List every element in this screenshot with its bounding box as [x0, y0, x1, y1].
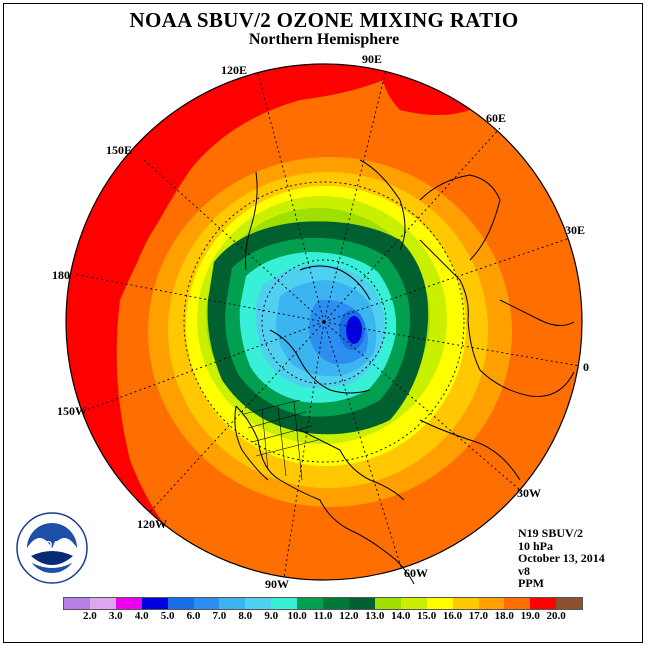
colorbar-swatch: [115, 598, 142, 609]
colorbar-tick-label: 13.0: [365, 610, 385, 622]
colorbar-swatch: [400, 598, 427, 609]
parallels: [183, 181, 465, 463]
lon-label-30e: 30E: [565, 223, 586, 237]
colorbar-swatch: [245, 598, 272, 609]
colorbar-tick-label: 6.0: [186, 610, 201, 622]
colorbar-swatch: [193, 598, 220, 609]
lon-label-60e: 60E: [486, 111, 507, 125]
units-label: PPM: [518, 576, 544, 590]
map-boundary: [65, 63, 583, 581]
colorbar-swatch: [219, 598, 246, 609]
colorbar-tick-label: 10.0: [287, 610, 307, 622]
lon-label-120e: 120E: [221, 63, 248, 77]
lon-label-30w: 30W: [517, 486, 541, 500]
colorbar-swatch: [89, 598, 116, 609]
colorbar-tick-label: 9.0: [264, 610, 279, 622]
colorbar: [63, 597, 583, 610]
colorbar-swatch: [271, 598, 298, 609]
colorbar-tick-label: 16.0: [442, 610, 463, 622]
field-band-19: [66, 64, 420, 580]
colorbar-tick-label: 20.0: [546, 610, 566, 622]
colorbar-swatch: [504, 598, 531, 609]
colorbar-tick-label: 5.0: [160, 610, 175, 622]
colorbar-tick-label: 11.0: [313, 610, 333, 622]
colorbar-tick-label: 17.0: [468, 610, 489, 622]
lon-label-60w: 60W: [404, 566, 428, 580]
colorbar-tick-label: 2.0: [83, 610, 97, 622]
colorbar-swatch: [530, 598, 557, 609]
lon-label-0: 0: [583, 360, 589, 374]
colorbar-swatch: [64, 598, 90, 609]
colorbar-tick-label: 12.0: [339, 610, 359, 622]
ozone-field: [66, 64, 582, 580]
colorbar-swatch: [141, 598, 168, 609]
colorbar-tick-label: 18.0: [494, 610, 514, 622]
colorbar-swatch: [426, 598, 453, 609]
colorbar-tick-label: 14.0: [391, 610, 411, 622]
colorbar-tick-label: 8.0: [238, 610, 253, 622]
colorbar-swatch: [556, 598, 583, 609]
colorbar-swatch: [452, 598, 479, 609]
lon-label-180: 180: [52, 268, 70, 282]
colorbar-tick-label: 4.0: [134, 610, 149, 622]
lon-label-90e: 90E: [362, 52, 383, 66]
map-frame: [3, 3, 643, 643]
field-band-19-east: [380, 70, 470, 115]
colorbar-tick-label: 15.0: [416, 610, 437, 622]
lon-label-150e: 150E: [106, 143, 133, 157]
page-title: NOAA SBUV/2 OZONE MIXING RATIO: [129, 8, 519, 32]
level-label: 10 hPa: [518, 538, 554, 553]
info-block: N19 SBUV/2 10 hPa October 13, 2014 v8 PP…: [518, 527, 605, 590]
lon-label-120w: 120W: [137, 517, 167, 531]
date-label: October 13, 2014: [518, 551, 605, 565]
colorbar-tick-label: 7.0: [212, 610, 227, 622]
field-band-5: [346, 316, 362, 344]
colorbar-tick-label: 3.0: [108, 610, 123, 622]
colorbar-swatch: [348, 598, 375, 609]
satellite-label: N19 SBUV/2: [518, 526, 584, 540]
colorbar-tick-label: 19.0: [520, 610, 540, 622]
meridians: [73, 69, 581, 579]
political-boundaries: [243, 399, 319, 481]
colorbar-swatch: [323, 598, 349, 609]
version-label: v8: [518, 563, 530, 578]
colorbar-swatch: [478, 598, 505, 609]
colorbar-swatch: [374, 598, 401, 609]
lon-label-90w: 90W: [265, 577, 289, 591]
page-subtitle: Northern Hemisphere: [248, 31, 400, 48]
lon-label-150w: 150W: [57, 404, 87, 418]
colorbar-swatch: [297, 598, 324, 609]
colorbar-swatch: [167, 598, 194, 609]
